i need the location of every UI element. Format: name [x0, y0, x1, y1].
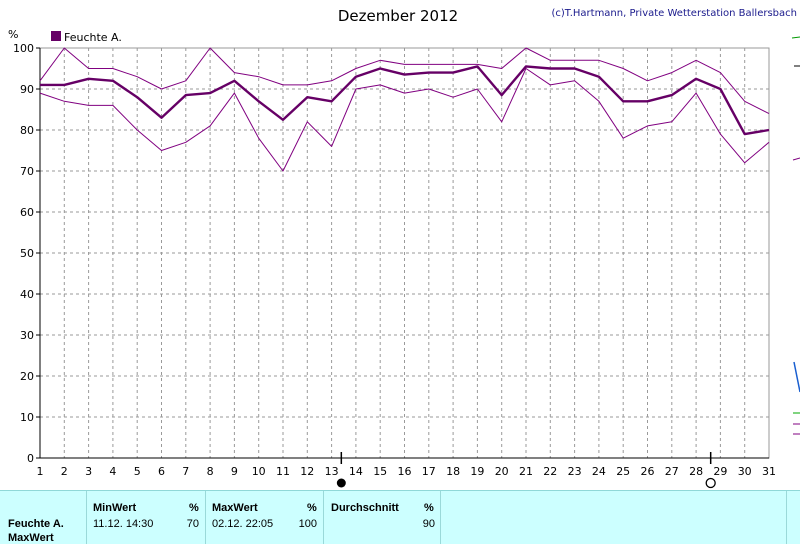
- x-tick-label: 1: [37, 465, 44, 478]
- min-unit: %: [189, 502, 199, 514]
- x-tick-label: 28: [689, 465, 703, 478]
- x-tick-label: 5: [134, 465, 141, 478]
- x-tick-label: 17: [422, 465, 436, 478]
- stats-separator: [205, 491, 206, 544]
- new-moon-icon: [336, 478, 346, 488]
- y-tick-label: 100: [13, 42, 34, 55]
- x-tick-label: 3: [85, 465, 92, 478]
- full-moon-icon: [705, 477, 716, 489]
- stats-separator: [323, 491, 324, 544]
- x-tick-label: 9: [231, 465, 238, 478]
- x-tick-label: 24: [592, 465, 606, 478]
- y-tick-label: 0: [27, 452, 34, 465]
- x-tick-label: 16: [398, 465, 412, 478]
- max-header: MaxWert: [212, 502, 258, 514]
- y-tick-label: 40: [20, 288, 34, 301]
- credit-text: (c)T.Hartmann, Private Wetterstation Bal…: [551, 8, 797, 19]
- series-line-max: [39, 47, 770, 115]
- x-tick-label: 26: [641, 465, 655, 478]
- x-tick-label: 25: [616, 465, 630, 478]
- stats-separator: [86, 491, 87, 544]
- y-tick-label: 60: [20, 206, 34, 219]
- legend: Feuchte A.: [51, 31, 122, 44]
- max-value: 100: [298, 518, 317, 530]
- y-tick-label: 80: [20, 124, 34, 137]
- x-tick-label: 18: [446, 465, 460, 478]
- y-tick-label: 50: [20, 247, 34, 260]
- x-tick-label: 2: [61, 465, 68, 478]
- max-unit: %: [307, 502, 317, 514]
- row-label: MaxWert: [8, 532, 54, 544]
- grid: [36, 47, 770, 459]
- y-axis-unit: %: [8, 28, 18, 41]
- legend-label: Feuchte A.: [64, 31, 122, 44]
- x-tick-label: 10: [252, 465, 266, 478]
- y-tick-label: 90: [20, 83, 34, 96]
- min-datetime: 11.12. 14:30: [93, 518, 154, 530]
- series-line-min: [39, 68, 770, 172]
- x-tick-label: 23: [568, 465, 582, 478]
- min-value: 70: [186, 518, 199, 530]
- adjacent-panel-fragment: [791, 36, 800, 435]
- humidity-chart: Dezember 2012 (c)T.Hartmann, Private Wet…: [8, 7, 800, 489]
- chart-title: Dezember 2012: [338, 7, 458, 25]
- avg-value: 90: [422, 518, 435, 530]
- x-tick-label: 6: [158, 465, 165, 478]
- y-tick-label: 70: [20, 165, 34, 178]
- x-tick-label: 14: [349, 465, 363, 478]
- stats-separator: [440, 491, 441, 544]
- x-tick-label: 21: [519, 465, 533, 478]
- avg-header: Durchschnitt: [331, 502, 399, 514]
- x-tick-label: 19: [470, 465, 484, 478]
- x-tick-label: 31: [762, 465, 776, 478]
- stats-panel: MinWert % MaxWert % Durchschnitt % Feuch…: [0, 490, 800, 544]
- x-tick-label: 27: [665, 465, 679, 478]
- x-tick-label: 20: [495, 465, 509, 478]
- x-tick-label: 11: [276, 465, 290, 478]
- y-tick-label: 20: [20, 370, 34, 383]
- x-tick-label: 15: [373, 465, 387, 478]
- x-tick-label: 7: [182, 465, 189, 478]
- sensor-label: Feuchte A.: [8, 518, 64, 530]
- x-tick-label: 29: [713, 465, 727, 478]
- stats-separator: [786, 491, 787, 544]
- avg-unit: %: [424, 502, 434, 514]
- x-tick-label: 13: [325, 465, 339, 478]
- x-tick-label: 12: [300, 465, 314, 478]
- series-line-avg: [40, 65, 770, 136]
- y-tick-labels: 0 10 20 30 40 50 60 70 80 90 100: [13, 42, 34, 465]
- x-tick-label: 8: [207, 465, 214, 478]
- x-tick-label: 22: [543, 465, 557, 478]
- x-tick-label: 4: [109, 465, 116, 478]
- x-tick-labels: 1 2 3 4 5 6 7 8 9 10 11 12 13 14 15 16 17 18 19 20 21 22 23 24 2…: [37, 465, 777, 478]
- chart-canvas: Dezember 2012 (c)T.Hartmann, Private Wet…: [8, 7, 800, 489]
- x-tick-label: 30: [738, 465, 752, 478]
- y-tick-label: 10: [20, 411, 34, 424]
- series-lines: [39, 47, 770, 172]
- min-header: MinWert: [93, 502, 137, 514]
- legend-swatch: [51, 31, 61, 41]
- y-tick-label: 30: [20, 329, 34, 342]
- max-datetime: 02.12. 22:05: [212, 518, 274, 530]
- moon-markers: [336, 452, 716, 489]
